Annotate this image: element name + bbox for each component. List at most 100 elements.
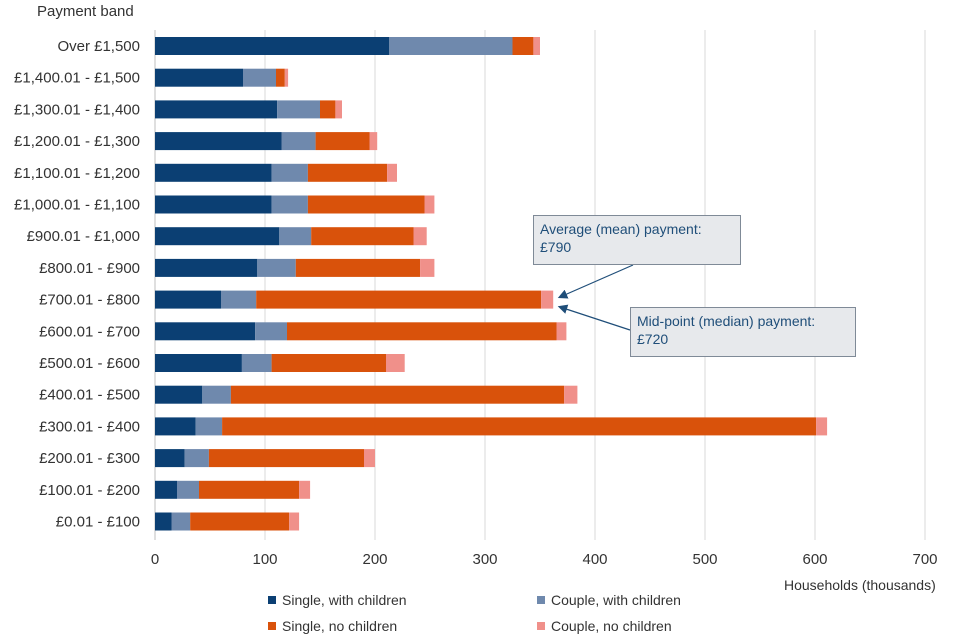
bar-segment	[271, 195, 308, 214]
bar-segment	[202, 385, 231, 404]
bar-segment	[424, 195, 435, 214]
x-tick-label: 600	[802, 551, 827, 568]
bar-segment	[533, 37, 540, 55]
callout-arrows	[557, 264, 634, 331]
median-payment-callout: Mid-point (median) payment: £720	[630, 307, 856, 357]
bar-segment	[335, 100, 342, 119]
bar-segment	[295, 258, 421, 277]
bar-segment	[816, 417, 828, 436]
bar-segment	[257, 258, 296, 277]
x-tick-label: 700	[912, 551, 937, 568]
y-tick-label: £1,000.01 - £1,100	[14, 197, 140, 214]
bar-segment	[279, 227, 312, 246]
median-callout-title: Mid-point (median) payment:	[637, 313, 816, 329]
bar-segment	[420, 258, 435, 277]
bar-segment	[171, 512, 191, 531]
mean-arrow	[557, 264, 634, 299]
bar-segment	[195, 417, 223, 436]
bar-segment	[564, 385, 578, 404]
y-tick-labels: Over £1,500 £1,400.01 - £1,500 £1,300.01 -…	[14, 38, 140, 531]
x-tick-label: 300	[472, 551, 497, 568]
bar-segment	[155, 163, 272, 182]
bar-segment	[413, 227, 427, 246]
y-tick-label: £0.01 - £100	[56, 514, 140, 531]
median-callout-value: £720	[637, 331, 669, 347]
mean-callout-title: Average (mean) payment:	[540, 221, 702, 237]
bar-segment	[307, 163, 388, 182]
x-tick-label: 500	[692, 551, 717, 568]
y-tick-label: £700.01 - £800	[39, 292, 140, 309]
bar-segment	[276, 68, 285, 87]
bar-segment	[190, 512, 290, 531]
y-tick-label: £1,300.01 - £1,400	[14, 101, 140, 118]
bar-segment	[256, 290, 542, 309]
bar-segment	[177, 480, 199, 499]
y-tick-label: £600.01 - £700	[39, 323, 140, 340]
y-tick-label: £1,400.01 - £1,500	[14, 70, 140, 87]
bar-segment	[155, 354, 242, 372]
bar-segment	[315, 132, 370, 151]
y-tick-label: £400.01 - £500	[39, 387, 140, 404]
bar-segment	[199, 480, 300, 499]
bars	[155, 37, 828, 531]
bar-segment	[369, 132, 378, 151]
bar-segment	[155, 37, 390, 55]
bar-segment	[281, 132, 316, 151]
bar-segment	[155, 417, 196, 436]
y-tick-label: £300.01 - £400	[39, 418, 140, 435]
bar-segment	[155, 322, 256, 341]
x-tick-label: 400	[582, 551, 607, 568]
bar-segment	[277, 100, 320, 119]
mean-payment-callout: Average (mean) payment: £790	[533, 215, 741, 265]
y-tick-label: £800.01 - £900	[39, 260, 140, 277]
bar-segment	[364, 449, 375, 468]
bar-segment	[284, 68, 289, 87]
bar-segment	[289, 512, 300, 531]
x-tick-label: 0	[151, 551, 159, 568]
bar-segment	[155, 100, 278, 119]
y-tick-label: Over £1,500	[57, 38, 140, 55]
x-tick-label: 200	[362, 551, 387, 568]
x-tick-label: 100	[252, 551, 277, 568]
y-tick-label: £100.01 - £200	[39, 482, 140, 499]
bar-segment	[155, 512, 172, 531]
x-tick-labels: 0 100 200 300 400 500 600 700	[151, 551, 938, 568]
bar-segment	[271, 354, 386, 372]
y-tick-label: £1,200.01 - £1,300	[14, 133, 140, 150]
bar-segment	[299, 480, 311, 499]
bar-segment	[230, 385, 565, 404]
y-tick-label: £200.01 - £300	[39, 450, 140, 467]
bar-segment	[184, 449, 209, 468]
mean-callout-value: £790	[540, 239, 572, 255]
bar-segment	[241, 354, 272, 372]
y-tick-label: £500.01 - £600	[39, 355, 140, 372]
bar-segment	[222, 417, 817, 436]
y-axis-title: Payment band	[37, 3, 134, 20]
bar-segment	[387, 163, 397, 182]
bar-segment	[271, 163, 308, 182]
bar-segment	[155, 132, 282, 151]
y-tick-label: £900.01 - £1,000	[27, 228, 140, 245]
bar-segment	[155, 227, 280, 246]
bar-segment	[255, 322, 287, 341]
y-tick-label: £1,100.01 - £1,200	[14, 165, 140, 182]
bar-segment	[155, 195, 272, 214]
bar-segment	[155, 258, 258, 277]
bar-segment	[155, 68, 243, 87]
bar-segment	[155, 290, 221, 309]
bar-segment	[320, 100, 336, 119]
bar-segment	[155, 449, 185, 468]
x-axis-title: Households (thousands)	[784, 577, 936, 593]
bar-segment	[386, 354, 405, 372]
bar-segment	[556, 322, 567, 341]
bar-segment	[155, 385, 203, 404]
bar-segment	[541, 290, 554, 309]
bar-segment	[512, 37, 534, 55]
bar-segment	[155, 480, 177, 499]
median-arrow	[557, 304, 631, 331]
bar-segment	[287, 322, 557, 341]
bar-segment	[311, 227, 414, 246]
bar-segment	[389, 37, 513, 55]
bar-segment	[243, 68, 276, 87]
